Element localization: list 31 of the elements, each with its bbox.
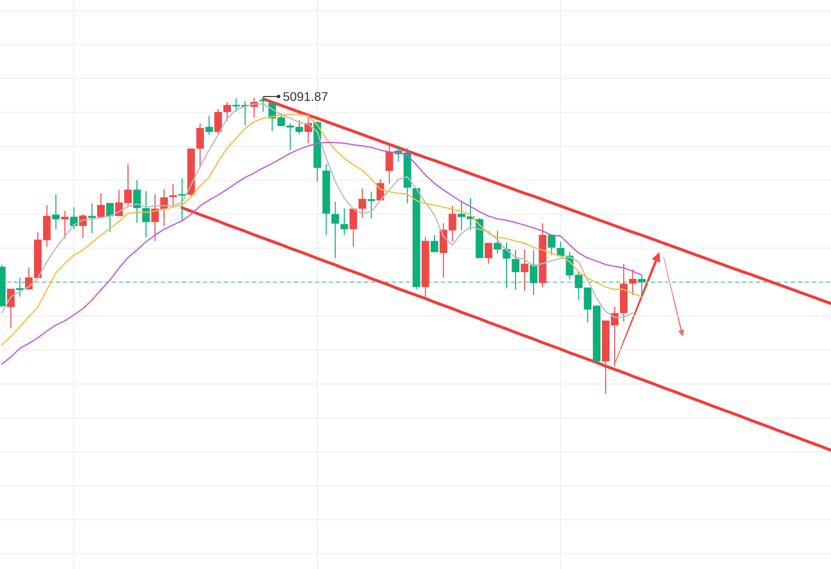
candlestick	[350, 208, 358, 248]
candlestick	[530, 250, 538, 296]
candlestick	[520, 248, 528, 292]
candlestick	[169, 183, 177, 206]
candlestick	[340, 208, 348, 236]
candlestick	[548, 234, 556, 256]
candlestick	[88, 202, 96, 234]
candlestick	[223, 102, 231, 122]
candlestick	[512, 250, 520, 290]
candlestick	[331, 201, 340, 259]
candlestick	[16, 277, 24, 298]
candlestick	[205, 115, 213, 136]
candlestick	[368, 191, 376, 219]
candlestick	[358, 188, 366, 218]
candlestick	[430, 234, 438, 252]
candlestick	[196, 122, 204, 169]
candlestick	[628, 268, 637, 296]
candlestick	[214, 108, 222, 135]
candlestick	[142, 190, 150, 238]
candlestick	[133, 180, 141, 224]
candlestick	[97, 192, 105, 218]
candlestick	[259, 96, 267, 112]
candlestick	[52, 194, 60, 230]
candlestick	[484, 242, 492, 264]
candlestick	[70, 206, 78, 230]
candlestick	[106, 202, 114, 232]
candlestick	[638, 274, 646, 298]
annotation: 5091.87	[283, 92, 328, 101]
candlestick	[178, 178, 186, 222]
candlestick	[61, 210, 69, 239]
candlestick	[386, 144, 394, 184]
